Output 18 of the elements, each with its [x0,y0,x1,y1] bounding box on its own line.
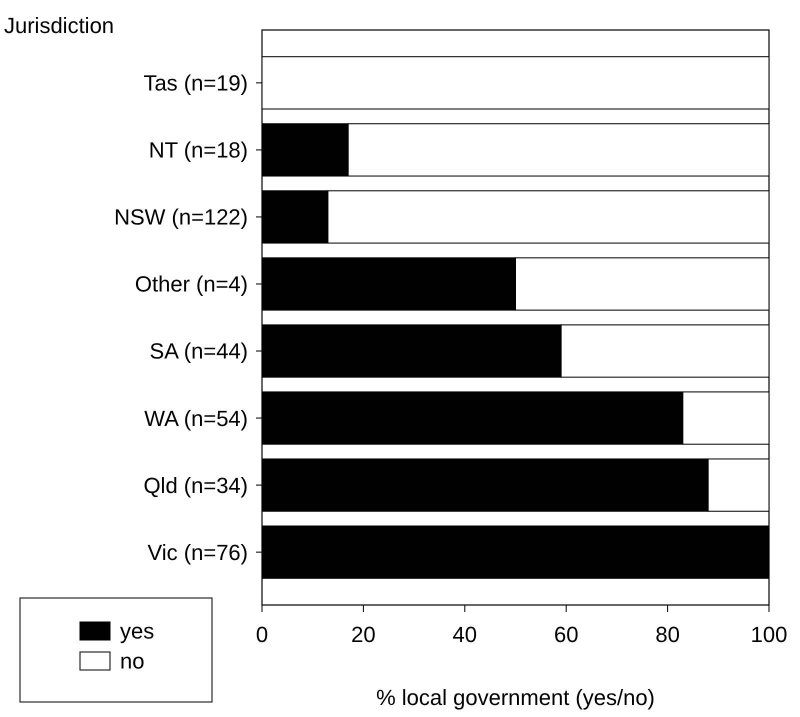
x-tick-label: 0 [256,622,268,647]
y-tick-label: WA (n=54) [144,406,248,431]
legend-label: no [120,648,144,674]
y-tick-label: SA (n=44) [150,338,248,364]
y-axis-title: Jurisdiction [4,13,114,38]
legend-label: yes [120,618,154,644]
x-tick-label: 40 [452,622,478,647]
y-tick-label: NSW (n=122) [114,204,248,230]
x-axis-title: % local government (yes/no) [376,685,655,710]
x-tick-label: 100 [750,622,788,647]
y-tick-label: Tas (n=19) [143,70,248,96]
x-tick-label: 60 [554,622,578,647]
x-tick-label: 20 [351,622,376,647]
y-tick-label: Vic (n=76) [148,540,248,565]
y-tick-label: NT (n=18) [148,138,248,163]
x-tick-label: 80 [655,622,680,647]
y-tick-label: Other (n=4) [134,272,248,297]
y-tick-label: Qld (n=34) [143,472,248,498]
